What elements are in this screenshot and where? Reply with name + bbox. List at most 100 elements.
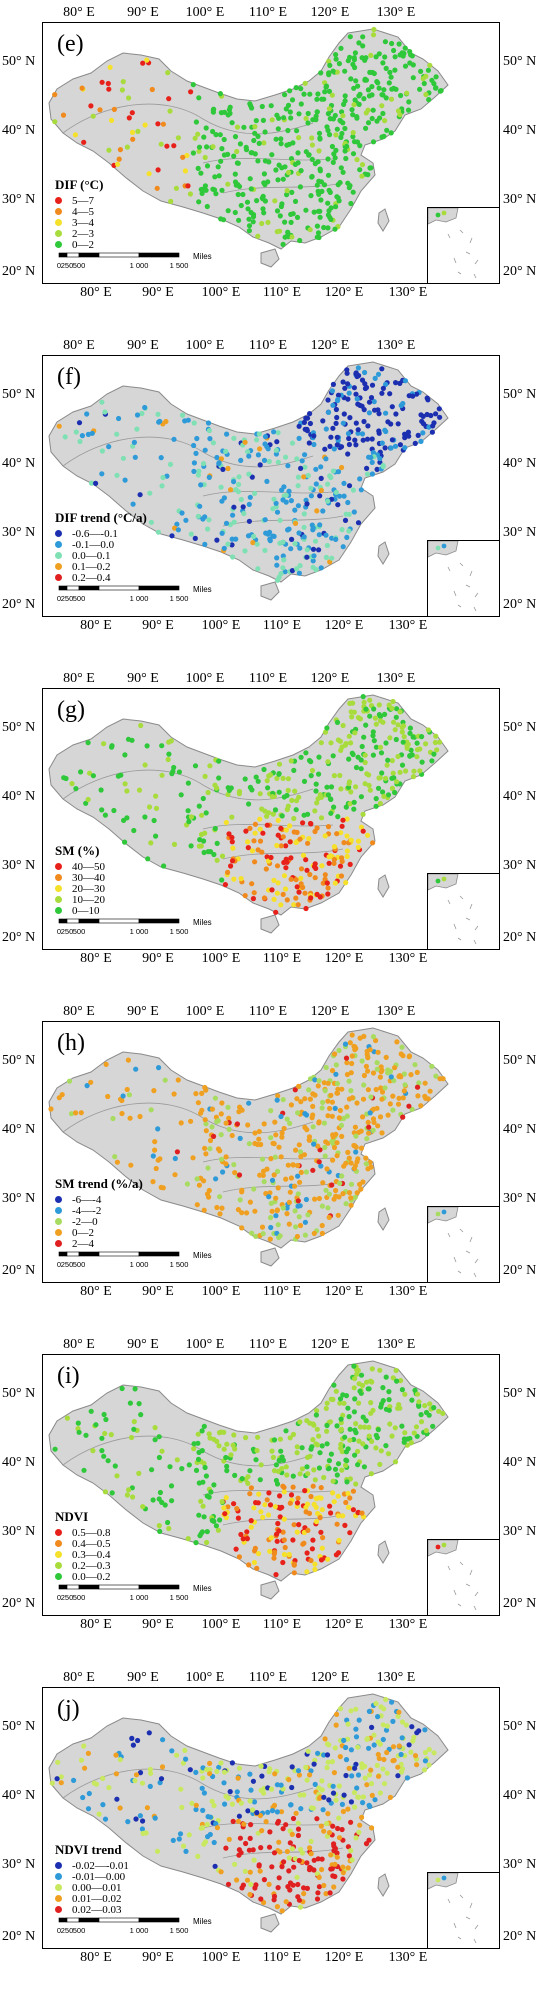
- station-point: [231, 1162, 237, 1168]
- station-point: [405, 429, 411, 435]
- station-point: [277, 1436, 283, 1442]
- station-point: [337, 1396, 344, 1402]
- station-point: [344, 143, 350, 149]
- station-point: [258, 1763, 264, 1769]
- station-point: [159, 772, 165, 778]
- station-point: [224, 1463, 230, 1469]
- station-point: [80, 1794, 86, 1801]
- station-point: [322, 1144, 328, 1151]
- station-point: [355, 401, 361, 407]
- station-point: [190, 82, 196, 88]
- station-point: [379, 1096, 385, 1102]
- station-point: [380, 789, 386, 795]
- station-point: [215, 1527, 221, 1533]
- station-point: [147, 1766, 153, 1772]
- station-point: [303, 1196, 309, 1203]
- station-point: [368, 1094, 374, 1100]
- scale-label: 250: [61, 1926, 74, 1935]
- station-point: [404, 1775, 410, 1781]
- station-point: [211, 1133, 217, 1139]
- station-point: [299, 1445, 305, 1451]
- station-point: [235, 489, 241, 495]
- station-point: [228, 863, 234, 869]
- station-point: [296, 570, 302, 576]
- station-point: [301, 812, 307, 818]
- station-point: [220, 466, 226, 472]
- station-point: [431, 751, 437, 757]
- latitude-tick-left: 20° N: [2, 597, 36, 612]
- station-point: [360, 828, 366, 834]
- scale-label: 500: [73, 1593, 86, 1602]
- station-point: [251, 1799, 258, 1805]
- station-point: [179, 1804, 185, 1810]
- station-point: [238, 1800, 244, 1806]
- station-point: [330, 1478, 336, 1484]
- station-point: [246, 801, 252, 807]
- station-point: [320, 1099, 326, 1105]
- station-point: [366, 410, 372, 416]
- station-point: [399, 1044, 405, 1050]
- station-point: [164, 473, 170, 479]
- country-outline: [48, 1693, 449, 1915]
- station-point: [351, 1043, 357, 1049]
- station-point: [254, 1565, 260, 1571]
- station-point: [292, 788, 298, 794]
- station-point: [373, 803, 379, 809]
- station-point: [282, 219, 288, 225]
- station-point: [214, 537, 220, 543]
- station-point: [258, 1896, 264, 1902]
- station-point: [52, 1446, 58, 1452]
- station-point: [294, 1450, 300, 1456]
- station-point: [324, 1765, 330, 1771]
- station-point: [400, 400, 406, 407]
- map-frame: (j) NDVI trend -0.02—-0.01 -0.01—0.00 0.00—0…: [42, 1687, 500, 1949]
- station-point: [295, 1881, 301, 1888]
- station-point: [400, 53, 406, 59]
- station-point: [85, 431, 91, 437]
- station-point: [284, 1848, 290, 1855]
- latitude-tick-left: 50° N: [2, 54, 36, 69]
- station-point: [338, 830, 344, 836]
- station-point: [102, 1430, 108, 1437]
- station-point: [319, 863, 325, 869]
- latitude-tick-left: 40° N: [2, 123, 36, 138]
- station-point: [232, 209, 238, 216]
- station-point: [198, 1531, 204, 1537]
- station-point: [352, 1804, 358, 1810]
- station-point: [292, 1087, 298, 1093]
- station-point: [185, 417, 191, 423]
- station-point: [385, 792, 392, 798]
- station-point: [352, 1376, 358, 1382]
- station-point: [283, 454, 289, 460]
- station-point: [158, 1776, 165, 1782]
- station-point: [281, 859, 287, 866]
- taiwan-island: [377, 541, 390, 565]
- legend-color-dot: [55, 230, 62, 237]
- station-point: [195, 1440, 201, 1446]
- station-point: [314, 96, 320, 102]
- latitude-tick-left: 30° N: [2, 1191, 36, 1206]
- station-point: [156, 1454, 162, 1461]
- legend-color-dot: [55, 1207, 62, 1214]
- station-point: [276, 1528, 282, 1534]
- station-point: [107, 64, 113, 70]
- station-point: [357, 167, 363, 173]
- station-point: [215, 164, 221, 170]
- station-point: [383, 1443, 389, 1449]
- station-point: [124, 1086, 130, 1093]
- station-point: [281, 873, 288, 879]
- station-point: [314, 234, 320, 240]
- station-point: [205, 526, 211, 532]
- station-point: [336, 61, 342, 67]
- station-point: [236, 217, 242, 223]
- station-point: [247, 1798, 253, 1804]
- station-point: [225, 181, 231, 187]
- station-point: [317, 522, 323, 528]
- station-point: [365, 1119, 371, 1125]
- longitude-tick-top: 120° E: [310, 1337, 350, 1352]
- station-point: [292, 198, 299, 204]
- station-point: [308, 1838, 314, 1844]
- station-point: [375, 1049, 381, 1055]
- station-point: [223, 1845, 229, 1851]
- station-point: [346, 185, 352, 191]
